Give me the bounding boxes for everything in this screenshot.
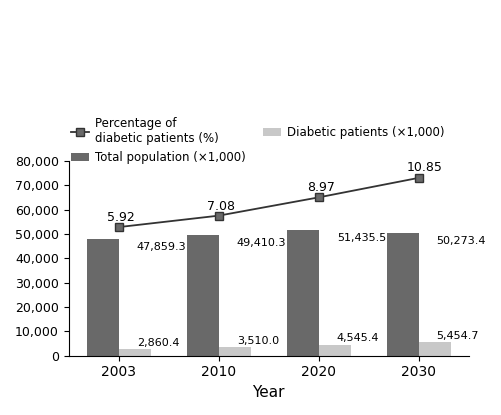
Text: 5.92: 5.92: [107, 211, 134, 224]
Percentage of
diabetic patients (%): [215, 213, 221, 218]
Text: 2,860.4: 2,860.4: [137, 337, 179, 347]
Text: 47,859.3: 47,859.3: [137, 242, 186, 251]
Bar: [418, 342, 450, 356]
Text: 4,545.4: 4,545.4: [336, 333, 378, 344]
Bar: [318, 344, 350, 356]
Percentage of
diabetic patients (%): [116, 225, 122, 229]
Legend: Percentage of
diabetic patients (%), Total population (×1,000), Diabetic patient: Percentage of diabetic patients (%), Tot…: [67, 112, 448, 168]
Bar: [218, 347, 250, 356]
X-axis label: Year: Year: [252, 385, 285, 400]
Text: 10.85: 10.85: [406, 161, 442, 174]
Bar: [286, 230, 318, 356]
Bar: [386, 233, 418, 356]
Text: 51,435.5: 51,435.5: [336, 233, 385, 243]
Text: 50,273.4: 50,273.4: [436, 236, 485, 246]
Bar: [186, 235, 218, 356]
Line: Percentage of
diabetic patients (%): Percentage of diabetic patients (%): [115, 174, 422, 231]
Bar: [119, 349, 151, 356]
Bar: [87, 239, 119, 356]
Text: 7.08: 7.08: [206, 200, 234, 213]
Text: 8.97: 8.97: [306, 181, 334, 195]
Text: 49,410.3: 49,410.3: [236, 238, 286, 248]
Percentage of
diabetic patients (%): [315, 195, 321, 200]
Text: 3,510.0: 3,510.0: [236, 336, 279, 346]
Text: 5,454.7: 5,454.7: [436, 331, 478, 341]
Percentage of
diabetic patients (%): [415, 176, 421, 181]
